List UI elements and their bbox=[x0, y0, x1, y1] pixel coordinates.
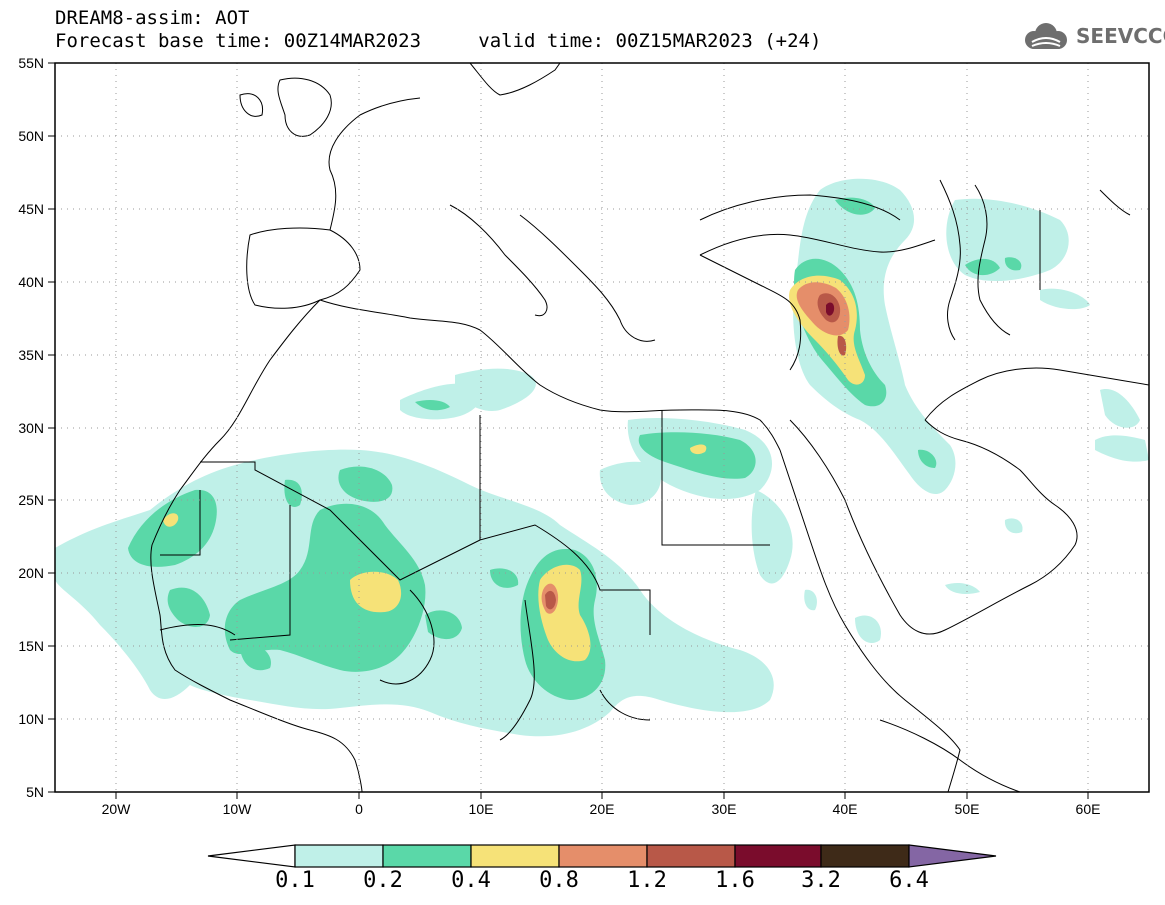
lat-label: 25N bbox=[18, 492, 44, 508]
lon-label: 40E bbox=[833, 801, 858, 817]
lat-label: 55N bbox=[18, 55, 44, 71]
colorbar-label: 1.6 bbox=[715, 868, 755, 893]
lon-label: 60E bbox=[1076, 801, 1101, 817]
lat-label: 35N bbox=[18, 347, 44, 363]
lat-label: 20N bbox=[18, 565, 44, 581]
lat-label: 5N bbox=[26, 784, 44, 800]
lon-label: 30E bbox=[712, 801, 737, 817]
aot-field bbox=[55, 178, 1149, 737]
colorbar-segment bbox=[382, 844, 472, 868]
lon-label: 0 bbox=[355, 801, 363, 817]
lon-labels: 20W 10W 0 10E 20E 30E 40E 50E 60E bbox=[102, 801, 1101, 817]
lon-label: 20E bbox=[590, 801, 615, 817]
colorbar-segment bbox=[558, 844, 648, 868]
colorbar-segment bbox=[646, 844, 736, 868]
time-info: Forecast base time: 00Z14MAR2023 valid t… bbox=[55, 30, 821, 52]
colorbar-segment bbox=[294, 844, 384, 868]
lat-label: 40N bbox=[18, 274, 44, 290]
colorbar-label: 0.2 bbox=[363, 868, 403, 893]
colorbar-label: 3.2 bbox=[801, 868, 841, 893]
base-time: Forecast base time: 00Z14MAR2023 bbox=[55, 30, 422, 52]
colorbar-label: 0.8 bbox=[539, 868, 579, 893]
colorbar-segment bbox=[820, 844, 910, 868]
lat-label: 30N bbox=[18, 420, 44, 436]
colorbar-low-arrow bbox=[207, 844, 296, 868]
aot-level-1.6 bbox=[826, 302, 835, 316]
valid-time: valid time: 00Z15MAR2023 (+24) bbox=[478, 30, 822, 52]
lat-label: 45N bbox=[18, 201, 44, 217]
lat-label: 15N bbox=[18, 638, 44, 654]
colorbar bbox=[207, 844, 997, 868]
coastlines bbox=[150, 63, 1149, 792]
map-title: DREAM8-assim: AOT bbox=[55, 7, 250, 29]
lat-label: 10N bbox=[18, 711, 44, 727]
lon-label: 10W bbox=[223, 801, 253, 817]
colorbar-segment bbox=[470, 844, 560, 868]
colorbar-label: 1.2 bbox=[627, 868, 667, 893]
grid-lines bbox=[55, 63, 1149, 792]
lon-label: 10E bbox=[469, 801, 494, 817]
lat-labels: 55N 50N 45N 40N 35N 30N 25N 20N 15N 10N … bbox=[18, 55, 44, 800]
seevccc-logo bbox=[1025, 23, 1067, 49]
colorbar-segment bbox=[734, 844, 822, 868]
lon-label: 20W bbox=[102, 801, 132, 817]
lat-label: 50N bbox=[18, 128, 44, 144]
colorbar-label: 0.1 bbox=[275, 868, 315, 893]
tick-marks bbox=[48, 62, 1089, 799]
lon-label: 50E bbox=[955, 801, 980, 817]
logo-text: SEEVCCC bbox=[1076, 24, 1165, 48]
colorbar-label: 6.4 bbox=[889, 868, 929, 893]
colorbar-label: 0.4 bbox=[451, 868, 491, 893]
colorbar-high-arrow bbox=[908, 844, 997, 868]
